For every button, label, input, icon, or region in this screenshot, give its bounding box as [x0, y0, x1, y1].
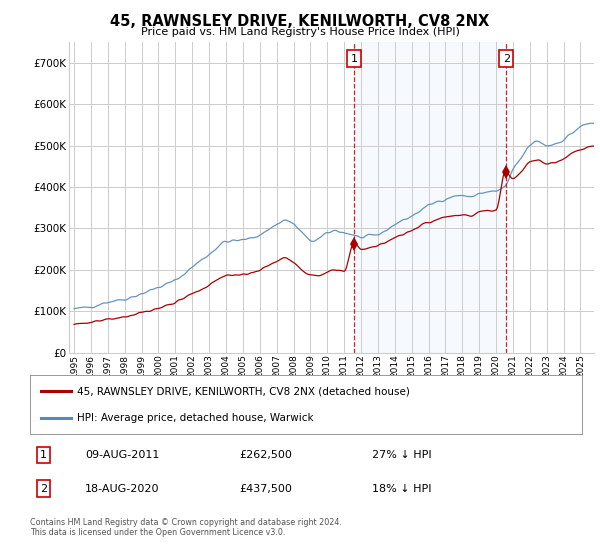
Text: £437,500: £437,500: [240, 484, 293, 493]
Text: Price paid vs. HM Land Registry's House Price Index (HPI): Price paid vs. HM Land Registry's House …: [140, 27, 460, 37]
Text: 09-AUG-2011: 09-AUG-2011: [85, 450, 160, 460]
Text: 18% ↓ HPI: 18% ↓ HPI: [372, 484, 432, 493]
Text: 18-AUG-2020: 18-AUG-2020: [85, 484, 160, 493]
Bar: [354, 42, 506, 353]
Text: £262,500: £262,500: [240, 450, 293, 460]
Text: 45, RAWNSLEY DRIVE, KENILWORTH, CV8 2NX: 45, RAWNSLEY DRIVE, KENILWORTH, CV8 2NX: [110, 14, 490, 29]
Text: 2: 2: [40, 484, 47, 493]
Text: HPI: Average price, detached house, Warwick: HPI: Average price, detached house, Warw…: [77, 413, 314, 423]
Text: 1: 1: [40, 450, 47, 460]
Text: 1: 1: [351, 54, 358, 64]
Text: Contains HM Land Registry data © Crown copyright and database right 2024.
This d: Contains HM Land Registry data © Crown c…: [30, 518, 342, 538]
Text: 27% ↓ HPI: 27% ↓ HPI: [372, 450, 432, 460]
Text: 45, RAWNSLEY DRIVE, KENILWORTH, CV8 2NX (detached house): 45, RAWNSLEY DRIVE, KENILWORTH, CV8 2NX …: [77, 386, 410, 396]
Text: 2: 2: [503, 54, 510, 64]
